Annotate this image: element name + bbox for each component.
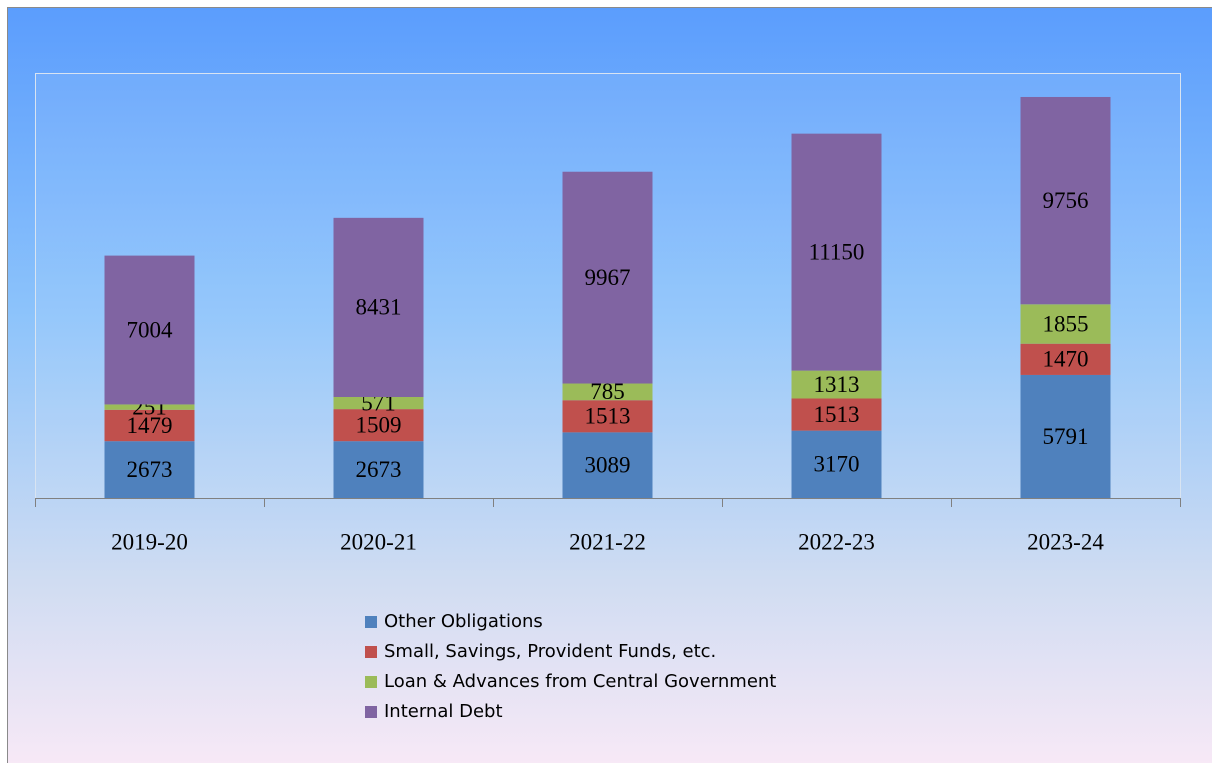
bar-segment	[1020, 304, 1111, 344]
data-label: 9967	[585, 265, 631, 290]
legend-label: Small, Savings, Provident Funds, etc.	[384, 641, 716, 662]
x-tick-label: 2022-23	[798, 529, 875, 554]
data-label: 2673	[356, 457, 402, 482]
legend-label: Internal Debt	[384, 701, 503, 722]
x-tick-label: 2020-21	[340, 529, 417, 554]
bar-segment	[104, 441, 195, 498]
data-label: 2673	[127, 457, 173, 482]
legend-swatch	[365, 676, 377, 688]
data-label: 3089	[585, 452, 631, 477]
data-label: 1855	[1043, 311, 1089, 336]
legend-swatch	[365, 706, 377, 718]
data-label: 1479	[127, 413, 173, 438]
bar-segment	[791, 370, 882, 399]
x-tick-label: 2023-24	[1027, 529, 1104, 554]
data-label: 1509	[356, 412, 402, 437]
bar-segment	[791, 398, 882, 431]
bar-segment	[104, 404, 195, 410]
bar-segment	[333, 409, 424, 442]
data-label: 1513	[585, 404, 631, 429]
bar-segment	[1020, 343, 1111, 375]
data-label: 1513	[814, 402, 860, 427]
bar-segment	[104, 255, 195, 405]
bar-segment	[562, 432, 653, 498]
bar-segment	[333, 217, 424, 397]
bar-segment	[791, 133, 882, 371]
legend-label: Other Obligations	[384, 611, 543, 632]
bar-segment	[1020, 96, 1111, 305]
bar-segment	[791, 430, 882, 498]
bar-segment	[562, 171, 653, 384]
data-label: 5791	[1043, 424, 1089, 449]
data-label: 1313	[814, 372, 860, 397]
data-label: 11150	[809, 239, 865, 264]
data-label: 8431	[356, 295, 402, 320]
x-tick-label: 2019-20	[111, 529, 188, 554]
data-label: 9756	[1043, 188, 1089, 213]
bar-segment	[1020, 374, 1111, 498]
data-label: 1470	[1043, 347, 1089, 372]
legend-swatch	[365, 616, 377, 628]
bar-segment	[333, 396, 424, 410]
legend-label: Loan & Advances from Central Government	[384, 671, 776, 692]
legend-swatch	[365, 646, 377, 658]
bar-segment	[562, 383, 653, 401]
data-label: 7004	[127, 317, 174, 342]
bar-segment	[333, 441, 424, 498]
data-label: 3170	[814, 452, 860, 477]
bar-segment	[104, 409, 195, 442]
bar-segment	[562, 400, 653, 433]
x-tick-label: 2021-22	[569, 529, 646, 554]
